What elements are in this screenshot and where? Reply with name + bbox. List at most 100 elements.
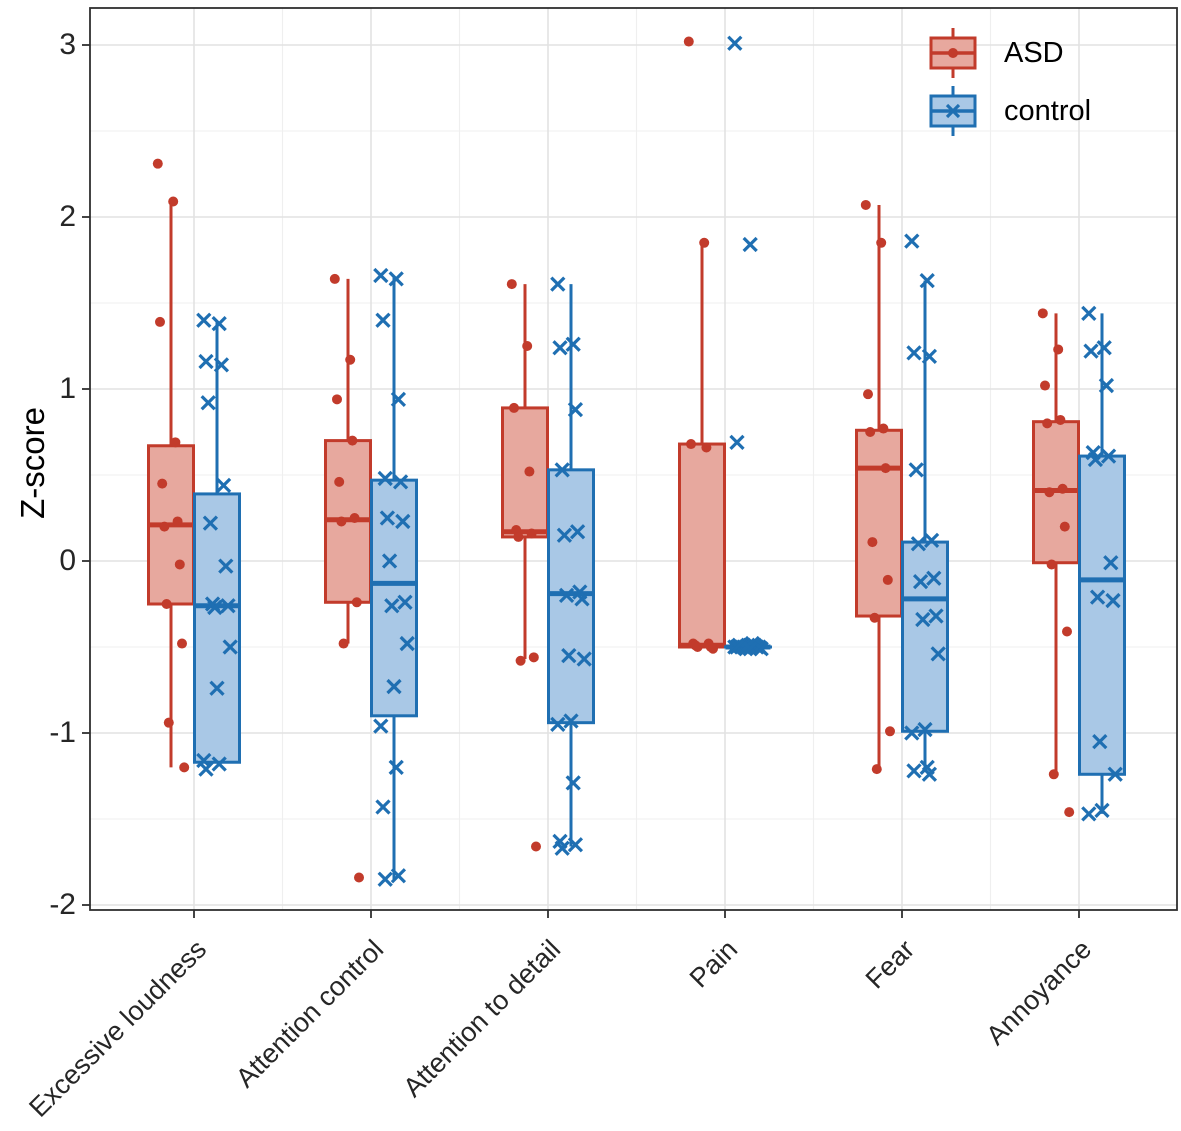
x-stroke [729, 639, 745, 655]
data-point-x [558, 587, 575, 604]
data-point-x [906, 763, 922, 779]
data-point-dot [701, 442, 712, 453]
x-stroke [919, 759, 935, 776]
data-point-dot [865, 427, 876, 437]
x-stroke [390, 868, 407, 884]
data-point-dot [1059, 521, 1070, 532]
data-point-x [915, 611, 931, 628]
data-point-dot [345, 354, 356, 365]
x-stroke [218, 558, 234, 574]
data-point-x [375, 312, 391, 328]
plot-panel [90, 8, 1177, 910]
data-point-dot [878, 423, 889, 434]
x-stroke [574, 591, 590, 607]
x-stroke [921, 766, 938, 782]
x-stroke [381, 553, 398, 569]
x-stroke [567, 837, 584, 853]
x-stroke [388, 271, 404, 287]
control-points-3 [727, 35, 769, 657]
data-point-x [375, 799, 391, 815]
data-point-x [1089, 589, 1106, 605]
data-point-dot [168, 196, 179, 207]
data-point-dot [869, 612, 880, 623]
data-point-x [222, 639, 238, 655]
data-point-dot [509, 402, 519, 413]
control-points-1 [373, 267, 415, 887]
data-point-dot [708, 643, 718, 654]
legend-key-control-boxplot-icon [929, 86, 977, 136]
data-point-x [753, 641, 769, 657]
data-point-dot [880, 463, 891, 474]
data-point-x [565, 775, 581, 791]
y-axis-title: Z-score [14, 407, 51, 519]
x-stroke [373, 718, 389, 734]
data-point-x [1103, 555, 1119, 571]
data-point-x [399, 635, 415, 652]
x-stroke [550, 716, 566, 733]
x-stroke [215, 477, 232, 493]
x-stroke [222, 639, 238, 655]
data-point-dot [1048, 769, 1059, 780]
data-point-x [213, 357, 230, 373]
data-point-x [1087, 451, 1104, 468]
data-point-dot [867, 537, 878, 548]
data-point-x [550, 276, 566, 292]
data-point-dot [172, 516, 183, 527]
data-point-x [567, 402, 584, 418]
data-point-dot [686, 439, 696, 450]
x-stroke [388, 759, 404, 776]
data-point-dot [524, 466, 535, 477]
data-point-dot [1062, 626, 1072, 637]
data-point-dot [506, 279, 517, 290]
asd-points-4 [860, 199, 895, 775]
panel-border [89, 7, 1178, 911]
x-stroke [917, 721, 933, 738]
x-stroke [561, 647, 577, 664]
x-stroke [375, 799, 391, 815]
data-point-x [912, 574, 929, 590]
data-point-x [198, 761, 214, 777]
y-tick-label: 2 [59, 200, 76, 233]
x-stroke [565, 775, 581, 791]
data-point-x [906, 345, 922, 361]
x-stroke [742, 236, 758, 253]
x-stroke [565, 336, 581, 352]
data-point-x [729, 434, 745, 450]
x-stroke [554, 840, 570, 856]
asd-points-5 [1037, 308, 1075, 818]
data-point-x [200, 395, 216, 411]
data-point-x [209, 680, 225, 696]
x-stroke [373, 267, 389, 284]
data-point-x [395, 513, 411, 530]
data-point-x [930, 646, 946, 662]
data-point-dot [334, 476, 345, 487]
legend-label-control: control [1004, 94, 1092, 127]
data-point-dot [1037, 308, 1048, 319]
data-point-x [923, 532, 940, 548]
data-point-x [727, 35, 743, 51]
x-stroke [563, 713, 579, 729]
data-point-dot [531, 841, 541, 852]
x-stroke [552, 833, 568, 849]
iqr-box [678, 442, 726, 649]
data-point-x [576, 651, 592, 667]
x-stroke [196, 312, 212, 328]
data-point-dot [1040, 380, 1050, 391]
data-point-dot [1042, 418, 1053, 429]
x-stroke [377, 470, 393, 487]
data-point-x [919, 273, 935, 289]
data-point-x [207, 599, 223, 616]
x-stroke [1089, 589, 1106, 605]
iqr-box [855, 428, 903, 618]
data-point-x [908, 462, 924, 478]
legend-entry-control: control [928, 82, 1091, 140]
x-stroke [1083, 343, 1099, 359]
data-point-x [388, 759, 404, 776]
data-point-dot [515, 655, 526, 666]
data-point-x [742, 236, 758, 253]
data-point-x [211, 756, 227, 772]
x-stroke [558, 587, 575, 604]
data-point-dot [871, 764, 882, 775]
